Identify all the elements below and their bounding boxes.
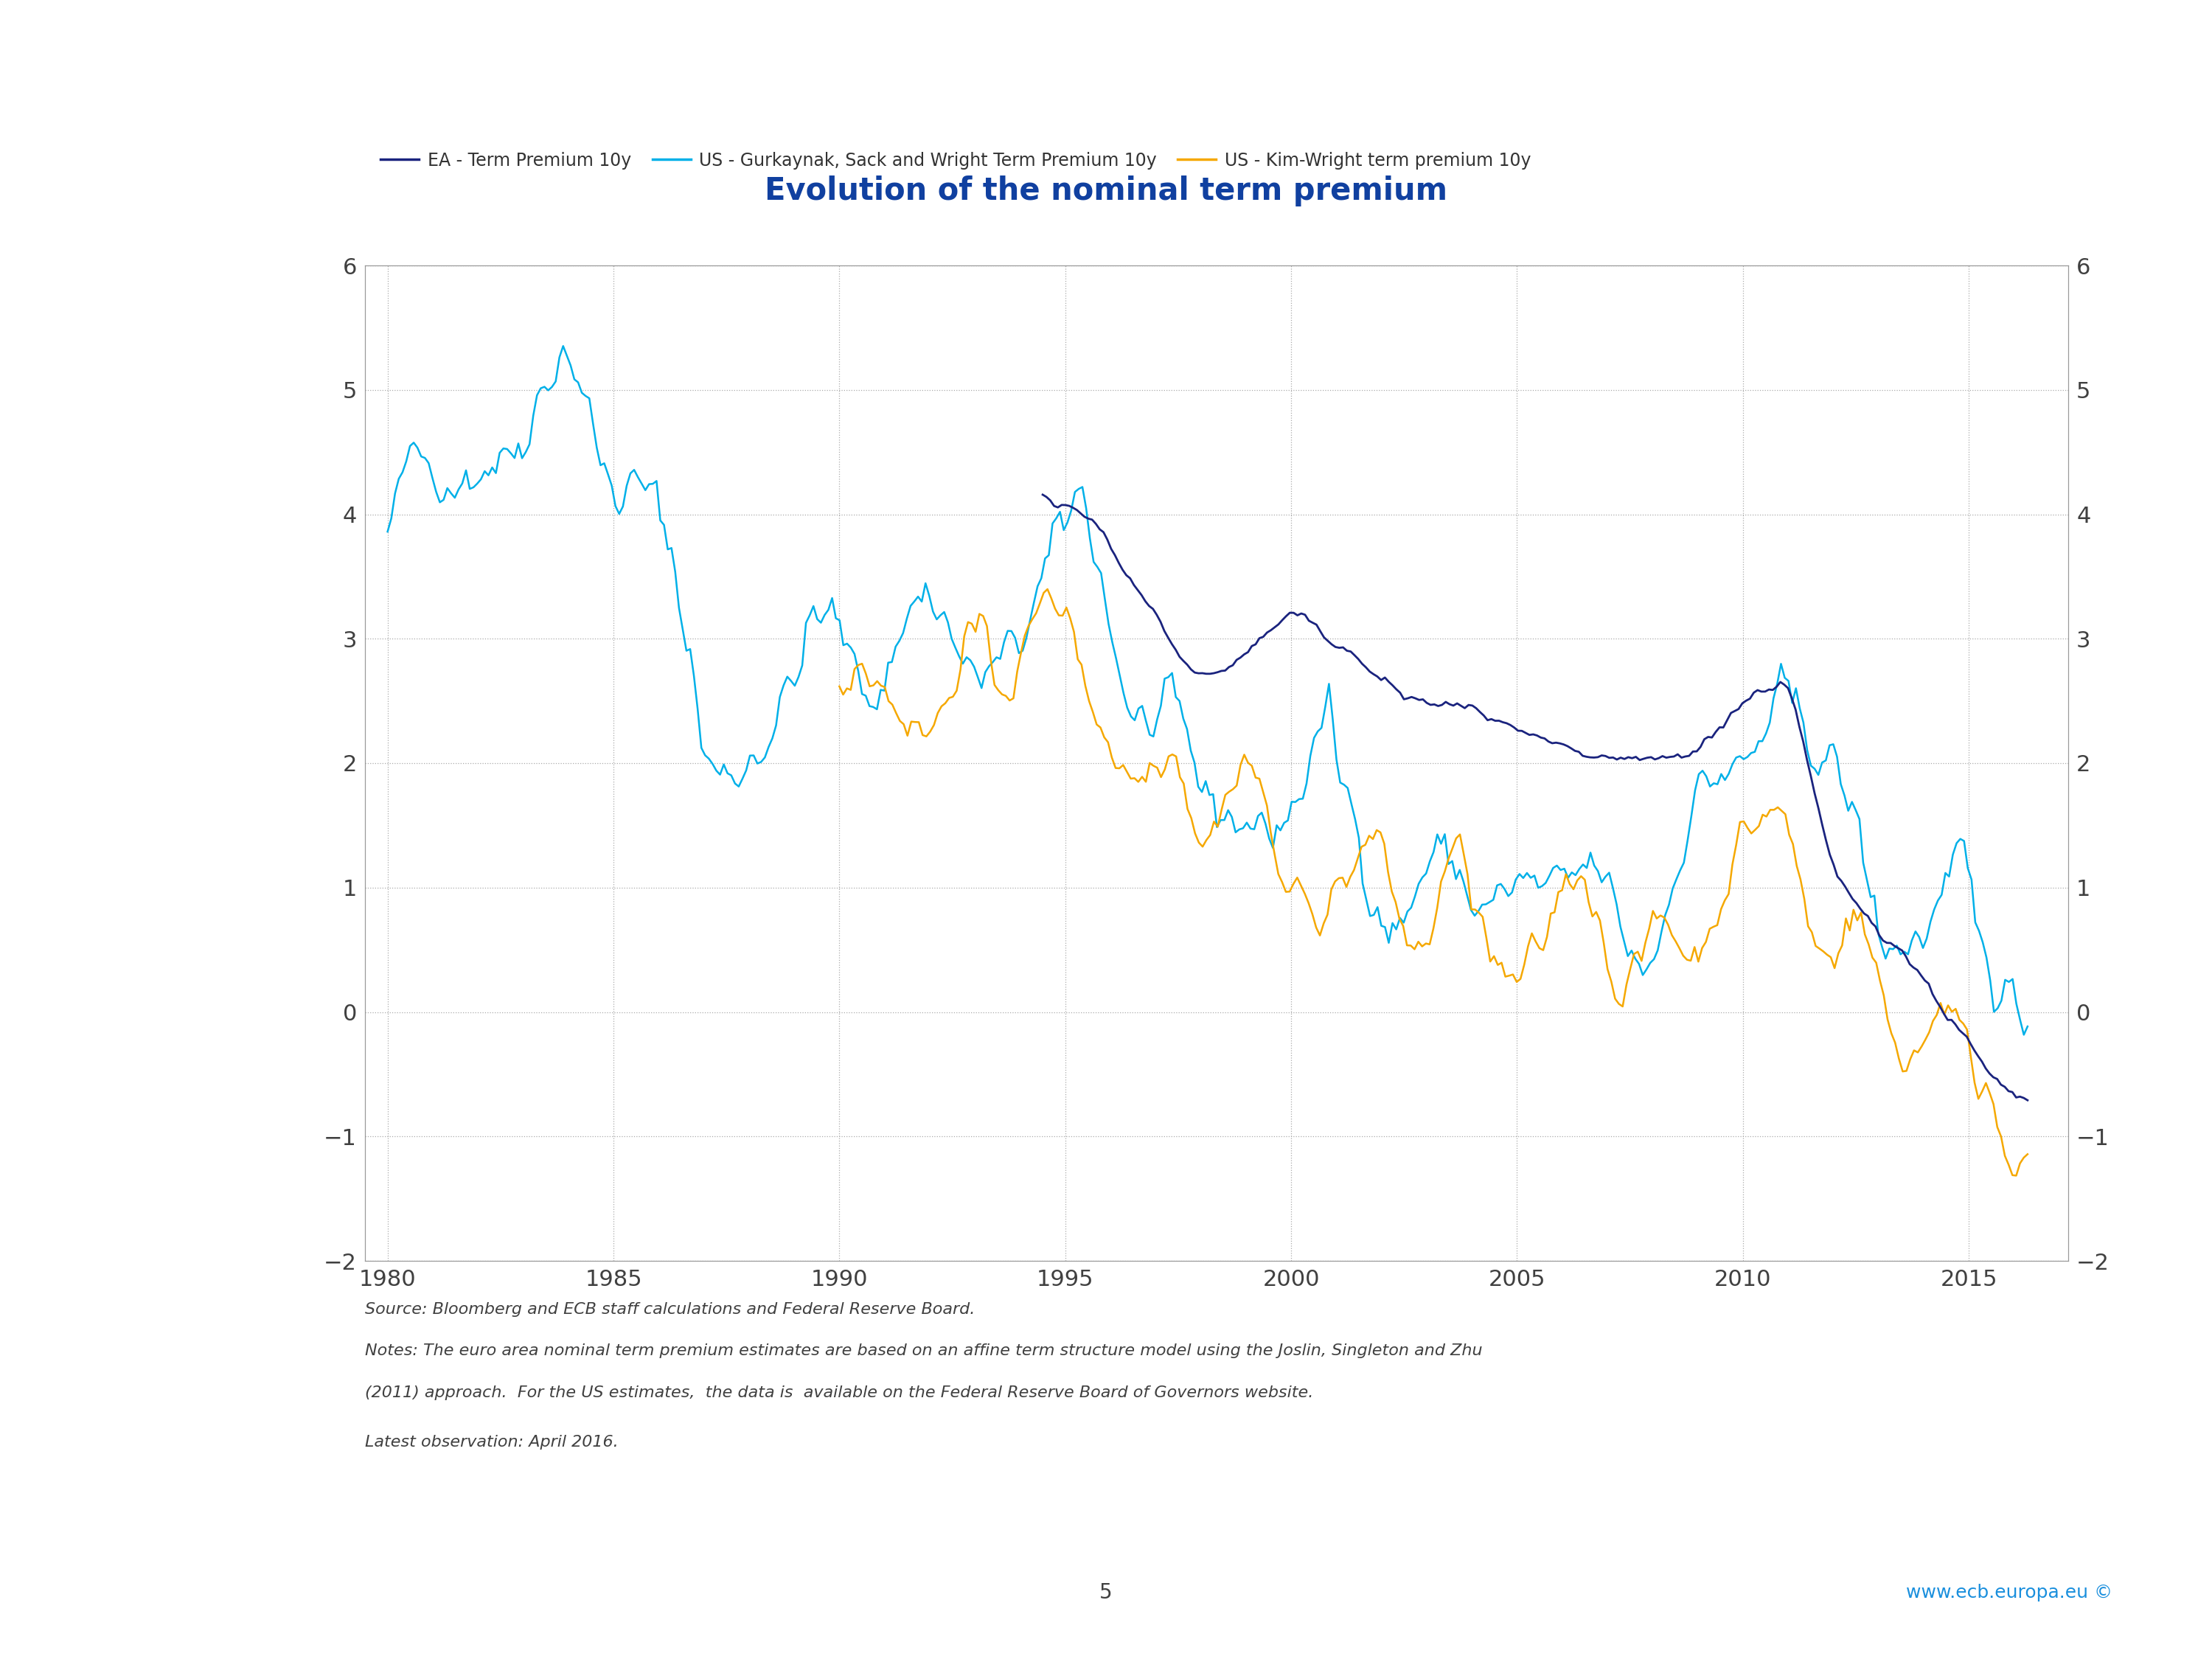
Text: Latest observation: April 2016.: Latest observation: April 2016. — [365, 1435, 619, 1450]
Text: Nominal term premium: Nominal term premium — [35, 43, 571, 83]
Text: Source: Bloomberg and ECB staff calculations and Federal Reserve Board.: Source: Bloomberg and ECB staff calculat… — [365, 1302, 975, 1317]
Text: Notes: The euro area nominal term premium estimates are based on an affine term : Notes: The euro area nominal term premiu… — [365, 1344, 1482, 1359]
Text: www.ecb.europa.eu ©: www.ecb.europa.eu © — [1907, 1584, 2112, 1601]
Text: Evolution of the nominal term premium: Evolution of the nominal term premium — [765, 176, 1447, 206]
Text: (2011) approach.  For the US estimates,  the data is  available on the Federal R: (2011) approach. For the US estimates, t… — [365, 1385, 1314, 1400]
Text: 5: 5 — [1099, 1583, 1113, 1603]
Legend: EA - Term Premium 10y, US - Gurkaynak, Sack and Wright Term Premium 10y, US - Ki: EA - Term Premium 10y, US - Gurkaynak, S… — [374, 144, 1537, 176]
